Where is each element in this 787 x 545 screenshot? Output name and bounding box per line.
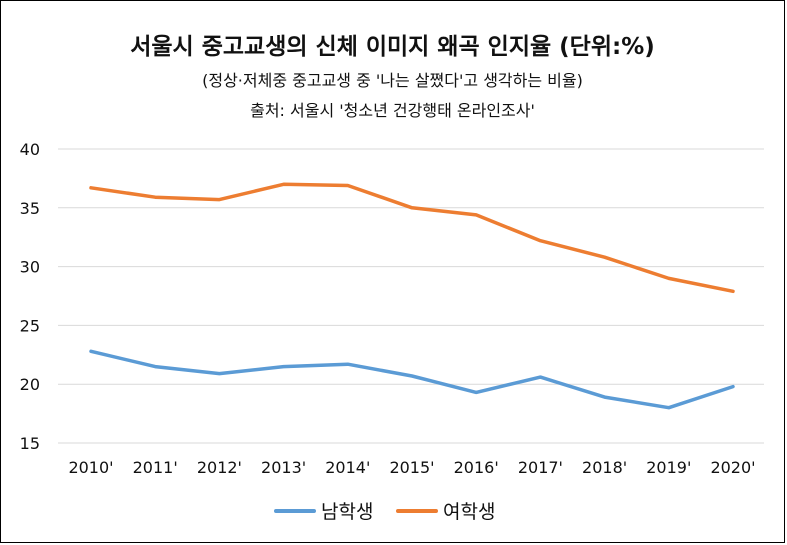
data-point: [218, 198, 221, 201]
x-tick-label: 2020': [710, 458, 755, 477]
series-line-1: [89, 182, 735, 294]
legend-label: 남학생: [321, 501, 373, 523]
series-line-0: [89, 349, 735, 410]
data-point: [89, 350, 93, 353]
y-tick-label: 20: [20, 375, 40, 394]
data-point: [539, 375, 542, 379]
gridlines: [58, 148, 764, 444]
y-axis-ticks: 15 20 25 30 35 40: [20, 140, 40, 453]
y-tick-label: 25: [20, 316, 40, 335]
y-tick-label: 40: [20, 140, 40, 159]
x-tick-label: 2011': [133, 458, 178, 477]
x-tick-label: 2017': [518, 458, 563, 477]
x-tick-label: 2010': [68, 458, 113, 477]
data-point: [539, 239, 542, 242]
data-point: [475, 391, 478, 394]
x-tick-label: 2012': [197, 458, 242, 477]
series-lines: [89, 182, 735, 410]
data-point: [667, 277, 670, 280]
data-point: [89, 186, 93, 190]
data-point: [154, 196, 157, 199]
y-tick-label: 15: [20, 434, 40, 453]
data-point: [603, 255, 606, 259]
chart-title: 서울시 중고교생의 신체 이미지 왜곡 인지율 (단위:%): [130, 34, 655, 60]
x-tick-label: 2018': [582, 458, 627, 477]
data-point: [410, 374, 414, 378]
x-axis-ticks: 2010' 2011' 2012' 2013' 2014' 2015' 2016' 2017'…: [68, 458, 755, 477]
data-point: [410, 206, 414, 209]
data-point: [218, 372, 221, 375]
data-point: [346, 184, 349, 187]
legend-label: 여학생: [443, 501, 495, 523]
x-tick-label: 2014': [325, 458, 370, 477]
chart-source: 출처: 서울시 '청소년 건강행태 온라인조사': [250, 101, 535, 120]
data-point: [282, 183, 285, 186]
data-point: [731, 385, 735, 388]
data-point: [346, 363, 349, 366]
data-point: [154, 365, 157, 368]
x-tick-label: 2013': [261, 458, 306, 477]
data-point: [731, 290, 735, 293]
legend: 남학생 여학생: [274, 501, 495, 523]
data-point: [667, 406, 670, 409]
data-point: [282, 365, 285, 368]
x-tick-label: 2015': [389, 458, 434, 477]
x-tick-label: 2019': [646, 458, 691, 477]
chart-subtitle: (정상·저체중 중고교생 중 '나는 살쪘다'고 생각하는 비율): [202, 71, 583, 90]
y-tick-label: 30: [20, 258, 40, 277]
y-tick-label: 35: [20, 199, 40, 218]
data-point: [603, 395, 606, 399]
data-point: [475, 213, 478, 217]
x-tick-label: 2016': [454, 458, 499, 477]
